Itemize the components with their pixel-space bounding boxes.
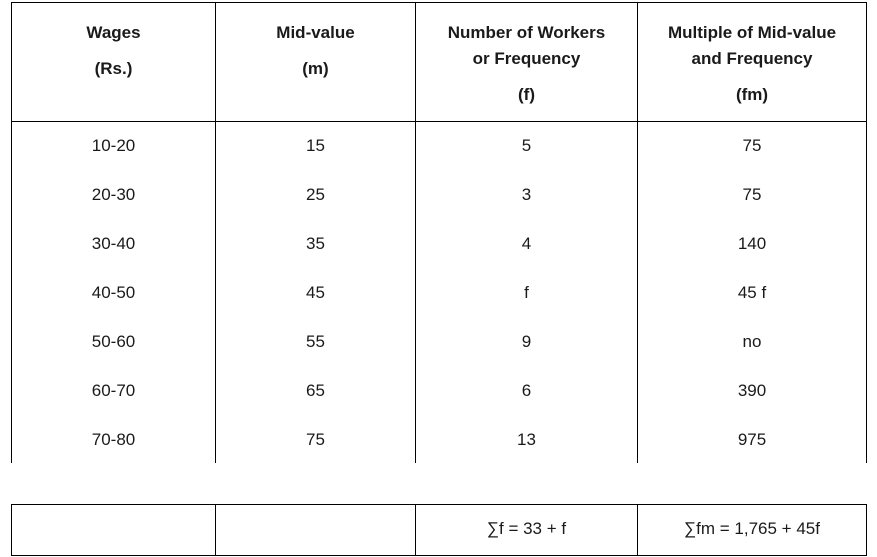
cell-mid-value: 65 <box>306 381 325 400</box>
cell-mid-value: 45 <box>306 283 325 302</box>
header-fm: Multiple of Mid-value and Frequency (fm) <box>638 20 866 108</box>
totals-border-right <box>866 504 867 556</box>
cell-fm: 75 <box>742 136 762 155</box>
cell-wages: 10-20 <box>91 136 136 155</box>
header-mid-value-line1: Mid-value <box>276 23 355 42</box>
totals-divider-2 <box>415 504 416 556</box>
cell-frequency: 6 <box>521 381 532 400</box>
cell-wages: 40-50 <box>91 283 136 302</box>
cell-mid-value: 35 <box>306 234 325 253</box>
cell-wages: 50-60 <box>91 332 136 351</box>
cell-fm: 975 <box>737 430 767 449</box>
header-wages: Wages (Rs.) <box>12 20 215 82</box>
header-divider <box>11 121 867 122</box>
cell-frequency: 4 <box>521 234 532 253</box>
header-fm-line2: and Frequency <box>691 49 813 68</box>
cell-fm: 390 <box>737 381 767 400</box>
cell-frequency: f <box>524 283 529 302</box>
total-frequency: ∑f = 33 + f <box>486 519 567 538</box>
cell-fm: no <box>742 332 762 351</box>
cell-mid-value: 75 <box>306 430 325 449</box>
totals-border-left <box>11 504 12 556</box>
cell-frequency: 13 <box>517 430 536 449</box>
header-frequency: Number of Workers or Frequency (f) <box>416 20 637 108</box>
table-border-top <box>11 2 867 3</box>
totals-divider-1 <box>215 504 216 556</box>
column-divider-1 <box>215 2 216 463</box>
cell-fm: 140 <box>737 234 767 253</box>
column-divider-3 <box>637 2 638 463</box>
totals-border-bottom <box>11 555 867 556</box>
cell-wages: 20-30 <box>91 185 136 204</box>
cell-mid-value: 25 <box>306 185 325 204</box>
totals-border-top <box>11 504 867 505</box>
header-mid-value: Mid-value (m) <box>216 20 415 82</box>
header-fm-line3: (fm) <box>735 85 769 104</box>
cell-fm: 75 <box>742 185 762 204</box>
cell-fm: 45 f <box>737 283 767 302</box>
column-divider-2 <box>415 2 416 463</box>
header-frequency-line1: Number of Workers <box>447 23 606 42</box>
header-frequency-line2: or Frequency <box>472 49 581 68</box>
header-wages-line3: (Rs.) <box>94 59 133 78</box>
cell-mid-value: 55 <box>306 332 325 351</box>
header-fm-line1: Multiple of Mid-value <box>667 23 837 42</box>
cell-frequency: 9 <box>521 332 532 351</box>
header-frequency-line3: (f) <box>518 85 535 104</box>
table-border-left <box>11 2 12 463</box>
totals-divider-3 <box>637 504 638 556</box>
header-wages-line1: Wages <box>86 23 141 42</box>
cell-wages: 60-70 <box>91 381 136 400</box>
cell-frequency: 5 <box>521 136 532 155</box>
cell-wages: 30-40 <box>91 234 136 253</box>
cell-frequency: 3 <box>521 185 532 204</box>
cell-mid-value: 15 <box>306 136 325 155</box>
header-mid-value-line3: (m) <box>302 59 329 78</box>
cell-wages: 70-80 <box>91 430 136 449</box>
table-border-right <box>866 2 867 463</box>
total-fm: ∑fm = 1,765 + 45f <box>684 519 820 538</box>
